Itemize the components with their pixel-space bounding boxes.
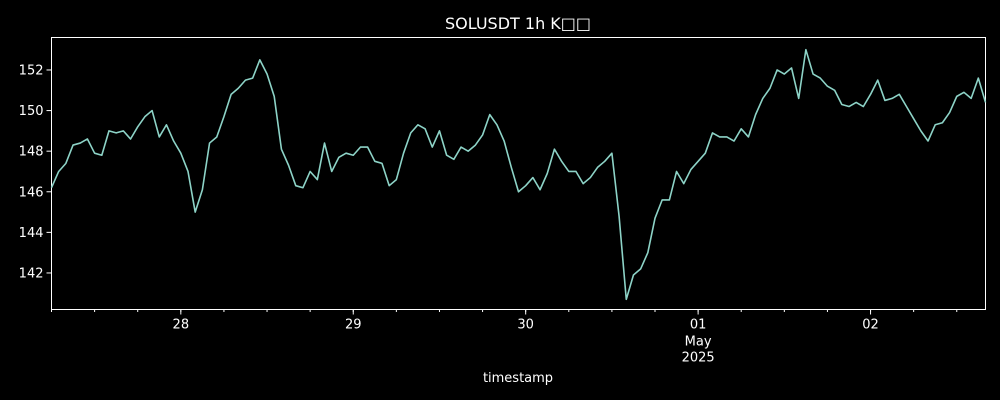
y-axis: 142 144 146 148 150 152 [19,63,52,281]
x-tick-label: 30 [517,318,534,333]
y-tick-label: 148 [19,145,44,160]
y-tick-label: 142 [19,266,44,281]
y-tick-label: 150 [19,104,44,119]
x-tick-label: 02 [862,318,879,333]
y-tick-label: 146 [19,185,44,200]
x-tick-label: May [685,335,712,350]
y-tick-label: 152 [19,63,44,78]
x-axis-label: timestamp [483,371,553,386]
plot-frame [51,37,986,310]
y-tick-label: 144 [19,226,44,241]
series-line [50,48,987,301]
x-tick-label: 01 [690,318,707,333]
x-tick-label: 28 [173,318,190,333]
x-tick-label: 29 [345,318,362,333]
x-tick-label: 2025 [682,351,715,366]
chart-title: SOLUSDT 1h K□□ [445,14,591,33]
